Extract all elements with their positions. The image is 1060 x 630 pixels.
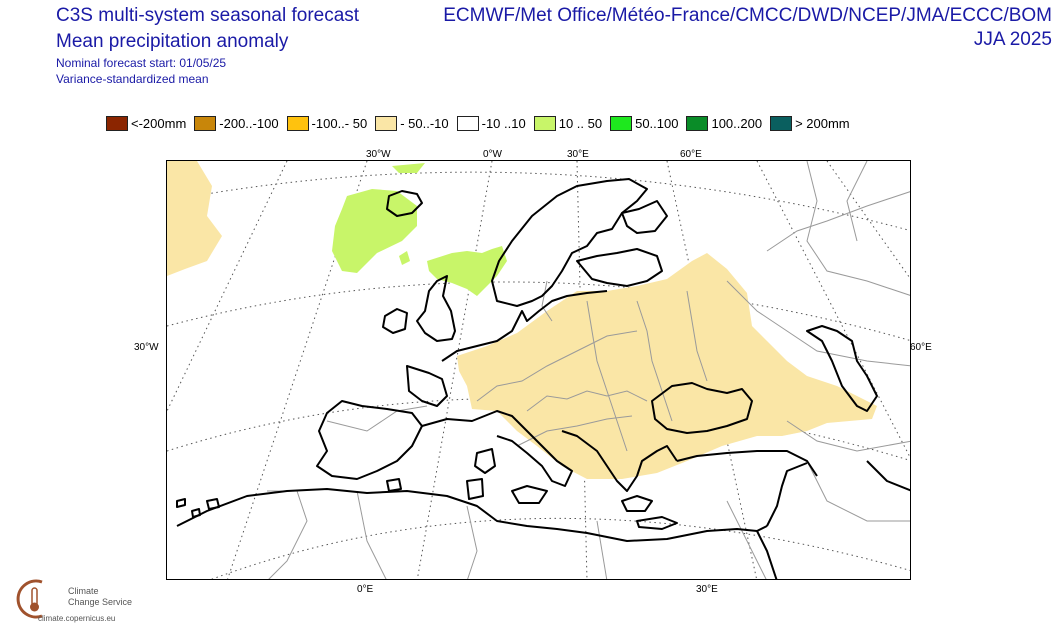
graticule-label-right: 60°E — [910, 342, 932, 353]
copernicus-logo: Climate Change Service climate.copernicu… — [6, 574, 176, 626]
map-title: C3S multi-system seasonal forecast — [56, 5, 360, 26]
wet-anomaly-areas — [332, 163, 507, 296]
legend-swatch — [533, 116, 556, 131]
legend-item: -100..- 50 — [286, 116, 376, 131]
legend-label: 50..100 — [635, 116, 679, 131]
logo-line1: Climate — [68, 586, 99, 596]
legend-label: -100..- 50 — [311, 116, 368, 131]
legend-item: -200..-100 — [194, 116, 286, 131]
legend-swatch — [770, 116, 793, 131]
legend-item: <-200mm — [106, 116, 194, 131]
legend-label: <-200mm — [131, 116, 187, 131]
legend-swatch — [456, 116, 479, 131]
legend-item: - 50..-10 — [375, 116, 456, 131]
dry-anomaly-areas — [167, 161, 877, 479]
legend-swatch — [375, 116, 398, 131]
climate-logo-icon — [16, 579, 43, 619]
centres-label: ECMWF/Met Office/Météo-France/CMCC/DWD/N… — [443, 5, 1052, 26]
legend-swatch — [610, 116, 633, 131]
legend-label: 10 .. 50 — [558, 116, 603, 131]
legend-swatch — [106, 116, 128, 131]
legend-swatch — [286, 116, 309, 131]
map-canvas — [167, 161, 910, 579]
legend-item: 10 .. 50 — [533, 116, 610, 131]
coastlines — [176, 178, 910, 579]
legend-item: 50..100 — [610, 116, 686, 131]
graticule-label-left: 30°W — [134, 342, 159, 353]
forecast-start-label: Nominal forecast start: 01/05/25 — [56, 56, 227, 70]
map-subtitle: Mean precipitation anomaly — [56, 31, 289, 52]
legend-item: > 200mm — [770, 116, 858, 131]
legend-swatch — [194, 116, 217, 131]
legend-label: -10 ..10 — [481, 116, 526, 131]
legend-item: 100..200 — [686, 116, 770, 131]
legend-label: 100..200 — [711, 116, 763, 131]
logo-url: climate.copernicus.eu — [38, 614, 116, 623]
graticule-label-top: 30°W — [366, 149, 391, 160]
logo-line2: Change Service — [68, 597, 133, 607]
anomaly-map — [166, 160, 911, 580]
graticule-label-top: 0°W — [483, 149, 502, 160]
country-borders — [267, 161, 910, 579]
color-legend: <-200mm -200..-100 -100..- 50 - 50..-10 … — [106, 116, 858, 131]
graticule-label-top: 60°E — [680, 149, 702, 160]
season-label: JJA 2025 — [973, 29, 1052, 50]
legend-swatch — [686, 116, 709, 131]
method-label: Variance-standardized mean — [56, 72, 209, 86]
legend-label: -200..-100 — [219, 116, 279, 131]
legend-item: -10 ..10 — [456, 116, 534, 131]
graticule-label-top: 30°E — [567, 149, 589, 160]
legend-label: > 200mm — [795, 116, 850, 131]
legend-label: - 50..-10 — [400, 116, 449, 131]
graticule-label-bottom: 30°E — [696, 584, 718, 595]
graticule-label-bottom: 0°E — [357, 584, 374, 595]
